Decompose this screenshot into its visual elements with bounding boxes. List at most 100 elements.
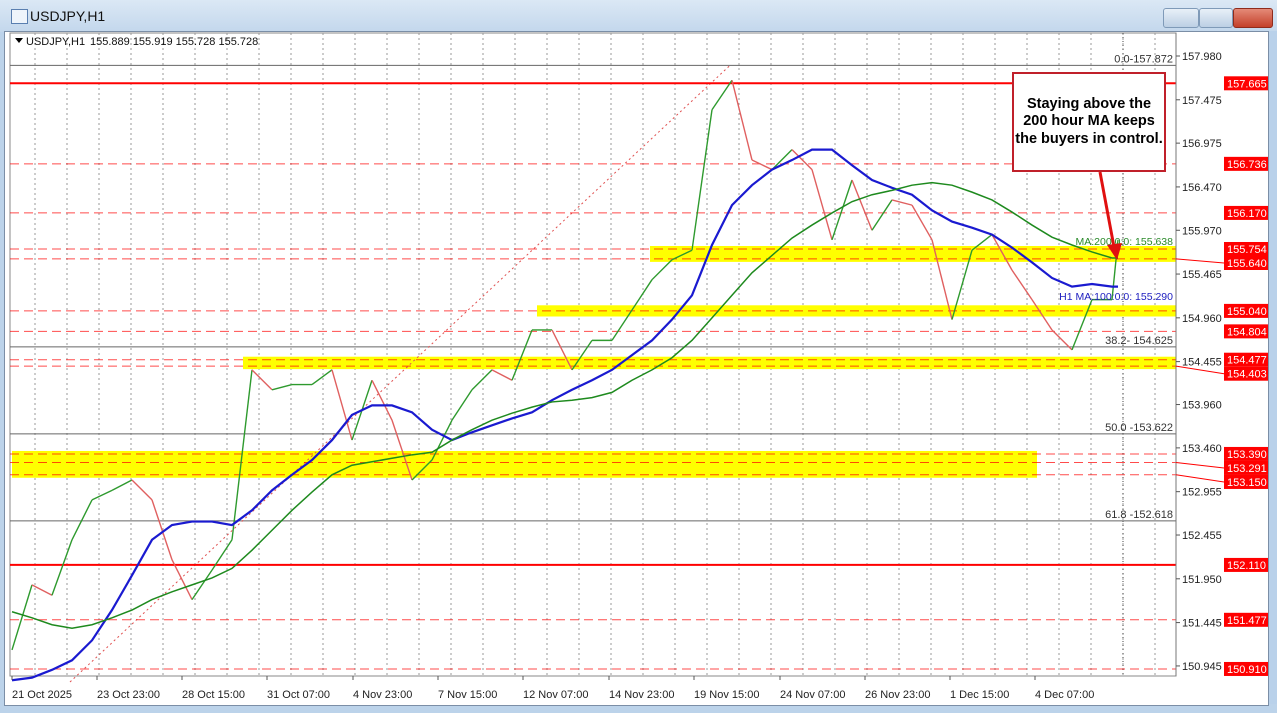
price-segment [771, 149, 793, 171]
price-level-tag [1224, 612, 1268, 627]
x-tick-label: 1 Dec 15:00 [950, 689, 1009, 701]
price-segment [411, 459, 433, 481]
price-level-tag-text: 154.403 [1227, 369, 1267, 381]
price-level-tag [1224, 446, 1268, 461]
y-tick-label: 151.950 [1182, 574, 1222, 586]
price-segment [91, 489, 113, 501]
price-level-tag-text: 156.170 [1227, 208, 1267, 220]
price-segment [751, 159, 773, 171]
price-level-connector [1175, 462, 1225, 469]
price-level-tag-text: 157.665 [1227, 78, 1267, 90]
window-titlebar: USDJPY,H1 [0, 0, 1277, 32]
y-tick-label: 153.960 [1182, 400, 1222, 412]
price-segment [251, 369, 273, 391]
y-tick-label: 156.470 [1182, 182, 1222, 194]
support-resistance-band [650, 245, 1176, 262]
fib-level-label: 50.0 -153.622 [1105, 422, 1173, 434]
price-segment [971, 234, 993, 251]
price-segment [31, 584, 53, 596]
price-segment [131, 479, 153, 501]
price-segment [511, 329, 533, 381]
price-segment [671, 249, 693, 261]
price-segment [71, 499, 93, 541]
price-segment [871, 199, 893, 231]
price-segment [571, 339, 593, 371]
y-tick-label: 152.955 [1182, 487, 1222, 499]
price-level-connector [1175, 474, 1225, 483]
price-segment [1031, 299, 1053, 331]
price-segment [931, 239, 953, 320]
price-level-tag [1224, 241, 1268, 256]
price-level-tag-text: 155.640 [1227, 258, 1267, 270]
price-segment [711, 79, 733, 111]
price-segment [851, 179, 873, 231]
price-level-tag [1224, 303, 1268, 318]
price-segment [431, 419, 453, 461]
price-segment [651, 259, 673, 281]
price-segment [951, 250, 973, 320]
annotation-text: Staying above the 200 hour MA keeps the … [1015, 95, 1163, 147]
price-level-tag [1224, 460, 1268, 475]
maximize-button[interactable] [1199, 8, 1233, 28]
price-segment [811, 169, 833, 240]
annotation-box: Staying above the 200 hour MA keeps the … [1012, 72, 1166, 172]
chart-symbol: USDJPY,H1 [26, 36, 85, 48]
price-segment [891, 199, 913, 206]
price-segment [791, 149, 813, 171]
price-segment [51, 539, 73, 596]
price-segment [1071, 299, 1093, 351]
y-tick-label: 151.445 [1182, 618, 1222, 630]
ohlc-values: 155.889 155.919 155.728 155.728 [90, 36, 258, 48]
price-level-connector [1175, 258, 1225, 264]
price-segment [151, 499, 173, 560]
ma100-label: H1 MA:100:0:0: 155.290 [1059, 291, 1173, 303]
y-tick-label: 153.460 [1182, 443, 1222, 455]
window-edge [1269, 31, 1277, 704]
fib-level-label: 38.2- 154.625 [1105, 335, 1173, 347]
price-level-tag [1224, 156, 1268, 171]
price-level-tag-text: 155.754 [1227, 244, 1267, 256]
price-segment [331, 369, 353, 441]
price-segment [991, 234, 1013, 271]
x-tick-label: 7 Nov 15:00 [438, 689, 497, 701]
support-resistance-band [243, 356, 1176, 370]
price-level-tag [1224, 205, 1268, 220]
price-segment [731, 80, 753, 161]
minimize-button[interactable] [1163, 8, 1199, 28]
price-segment [391, 419, 413, 481]
x-tick-label: 14 Nov 23:00 [609, 689, 674, 701]
y-tick-label: 154.960 [1182, 313, 1222, 325]
x-tick-label: 26 Nov 23:00 [865, 689, 930, 701]
price-segment [451, 389, 473, 421]
price-segment [371, 379, 393, 421]
price-segment [911, 204, 933, 241]
x-tick-label: 31 Oct 07:00 [267, 689, 330, 701]
y-tick-label: 157.980 [1182, 51, 1222, 63]
price-segment [111, 479, 133, 491]
price-segment [631, 279, 653, 311]
x-tick-label: 4 Dec 07:00 [1035, 689, 1094, 701]
price-level-tag-text: 153.291 [1227, 463, 1267, 475]
window-title: USDJPY,H1 [30, 8, 106, 24]
y-tick-label: 156.975 [1182, 138, 1222, 150]
price-segment [211, 539, 233, 571]
support-resistance-band [12, 450, 1037, 478]
y-tick-label: 155.970 [1182, 225, 1222, 237]
arrow-head-icon [1107, 243, 1122, 260]
dropdown-triangle-icon[interactable] [15, 38, 23, 43]
price-level-tag-text: 153.150 [1227, 477, 1267, 489]
price-segment [271, 383, 293, 391]
plot-area[interactable] [9, 32, 1177, 677]
price-segment [1051, 329, 1073, 351]
price-segment [231, 369, 253, 540]
x-tick-label: 23 Oct 23:00 [97, 689, 160, 701]
y-tick-label: 150.945 [1182, 661, 1222, 673]
price-level-tag [1224, 474, 1268, 489]
annotation-arrow [1098, 171, 1116, 248]
x-tick-label: 21 Oct 2025 [12, 689, 72, 701]
price-level-tag-text: 156.736 [1227, 159, 1267, 171]
price-segment [1011, 269, 1033, 301]
close-button[interactable] [1233, 8, 1273, 28]
ma200-label: MA:200:0:0: 155.638 [1076, 236, 1174, 248]
